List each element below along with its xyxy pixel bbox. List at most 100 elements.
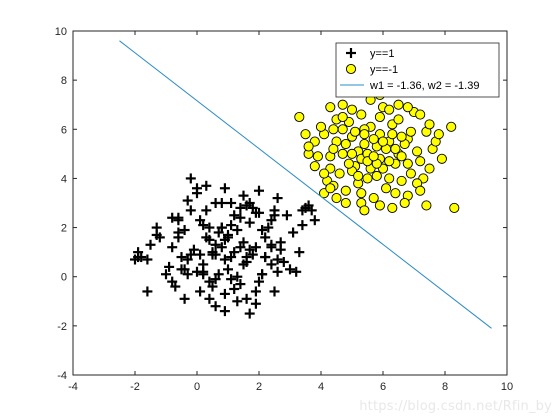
plus-point xyxy=(263,222,274,233)
plus-point xyxy=(300,202,311,213)
x-tick-label: 4 xyxy=(318,381,324,393)
circle-point xyxy=(356,188,367,199)
x-tick-label: 6 xyxy=(380,381,386,393)
plus-point xyxy=(235,279,246,290)
plus-point xyxy=(204,293,215,304)
plus-point xyxy=(216,198,227,208)
plus-point xyxy=(167,212,178,223)
plus-point xyxy=(288,227,299,238)
circle-point xyxy=(350,126,361,137)
legend: y==1 y==-1 w1 = -1.36, w2 = -1.39 xyxy=(335,42,500,98)
circle-point xyxy=(337,124,348,135)
plus-point xyxy=(235,242,246,253)
circle-point xyxy=(399,197,410,209)
circle-point xyxy=(315,121,327,132)
legend-label: w1 = -1.36, w2 = -1.39 xyxy=(369,80,479,92)
plus-point xyxy=(179,293,190,304)
plus-point xyxy=(275,237,286,248)
plus-point xyxy=(229,284,240,294)
plus-point xyxy=(232,271,243,282)
circle-point xyxy=(359,138,370,150)
y-tick-label: -2 xyxy=(57,321,67,333)
circle-point xyxy=(415,185,426,196)
circle-point xyxy=(387,202,398,213)
plus-point xyxy=(235,202,246,213)
plus-point xyxy=(179,225,190,236)
plus-point xyxy=(223,232,233,243)
circle-point xyxy=(328,124,339,135)
x-tick-label: -4 xyxy=(68,381,78,393)
legend-label: y==1 xyxy=(370,48,394,60)
plus-point xyxy=(176,252,187,263)
plus-point xyxy=(210,239,221,250)
plus-point xyxy=(297,220,308,231)
circle-point xyxy=(346,148,358,159)
plus-point xyxy=(182,269,193,280)
plus-point xyxy=(272,266,283,277)
data-layer xyxy=(119,40,492,329)
circle-point xyxy=(309,161,320,172)
circle-point xyxy=(325,183,336,194)
circle-point xyxy=(396,175,407,186)
plus-point xyxy=(272,193,283,204)
plus-point xyxy=(151,229,162,240)
plus-point xyxy=(278,256,289,267)
circle-point xyxy=(424,119,435,130)
circle-point xyxy=(415,109,426,120)
circle-point xyxy=(340,197,351,209)
plus-point xyxy=(201,205,212,216)
circle-point xyxy=(359,129,370,140)
circle-point xyxy=(446,121,457,132)
plus-point xyxy=(266,259,277,270)
y-tick-label: 4 xyxy=(61,173,67,185)
legend-label: y==-1 xyxy=(370,64,398,76)
y-tick-label: -4 xyxy=(57,370,67,382)
plus-point xyxy=(133,247,144,258)
plus-point xyxy=(244,198,255,208)
circle-point xyxy=(393,99,404,110)
plus-point xyxy=(185,173,196,184)
plus-point xyxy=(291,266,302,277)
circle-point xyxy=(337,111,348,123)
circle-point xyxy=(303,141,314,152)
plus-point xyxy=(145,239,156,250)
plus-point xyxy=(142,254,153,265)
plus-point xyxy=(185,205,196,216)
circle-point xyxy=(340,185,351,196)
plus-point xyxy=(244,308,255,319)
plus-point xyxy=(244,217,255,228)
plus-point xyxy=(226,198,237,208)
circle-point xyxy=(343,158,354,169)
circle-point xyxy=(402,158,413,169)
plus-point xyxy=(192,183,202,194)
plus-point xyxy=(235,212,246,223)
plus-point xyxy=(195,286,206,297)
plus-point xyxy=(281,210,292,221)
plus-point xyxy=(210,249,221,260)
plus-point xyxy=(254,276,264,287)
circle-point xyxy=(346,104,358,115)
plus-point xyxy=(260,252,271,263)
plus-point xyxy=(201,180,212,191)
circle-point xyxy=(449,202,460,213)
circle-point xyxy=(396,131,407,142)
y-tick-label: 10 xyxy=(55,26,67,38)
plus-point xyxy=(195,249,206,260)
plus-point xyxy=(216,222,227,233)
watermark-text: https://blog.csdn.net/Rfin_by xyxy=(359,399,552,414)
plus-point xyxy=(294,247,305,258)
x-tick-label: -2 xyxy=(130,381,140,393)
plus-point xyxy=(195,215,206,226)
plus-point xyxy=(204,276,215,287)
decision-boundary-line xyxy=(119,40,492,329)
circle-point xyxy=(356,109,367,120)
plus-point xyxy=(204,222,215,233)
plus-point xyxy=(309,215,320,226)
circle-point xyxy=(393,114,404,125)
plus-point xyxy=(201,232,212,243)
circle-point xyxy=(381,183,392,194)
plus-point xyxy=(269,286,280,297)
circle-point xyxy=(387,129,398,140)
circle-point xyxy=(300,129,311,140)
plus-point xyxy=(142,286,153,297)
